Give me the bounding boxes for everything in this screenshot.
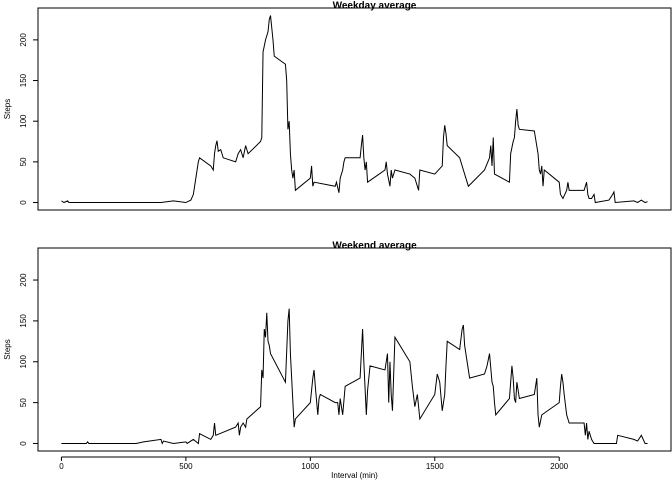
y-tick-label: 100: [19, 355, 28, 369]
y-axis-label: Steps: [3, 99, 12, 119]
plot-frame: [37, 247, 672, 452]
x-tick-label: 0: [59, 462, 64, 471]
y-tick-label: 150: [19, 73, 28, 87]
panel-title: Weekend average: [332, 241, 417, 252]
series-line: [61, 15, 648, 204]
y-tick-label: 150: [19, 314, 28, 328]
y-axis-label: Steps: [3, 339, 12, 359]
y-tick-label: 50: [19, 398, 28, 407]
y-tick-label: 0: [19, 441, 28, 446]
series-line: [61, 308, 648, 445]
x-tick-label: 2000: [550, 462, 568, 471]
y-tick-label: 50: [19, 157, 28, 166]
panel-title: Weekday average: [333, 1, 417, 12]
x-axis-label: Interval (min): [331, 471, 378, 480]
x-tick-label: 500: [179, 462, 193, 471]
y-tick-label: 200: [19, 33, 28, 47]
y-tick-label: 100: [19, 114, 28, 128]
x-tick-label: 1000: [301, 462, 319, 471]
plot-frame: [37, 7, 672, 211]
y-tick-label: 200: [19, 273, 28, 287]
y-tick-label: 0: [19, 200, 28, 205]
x-tick-label: 1500: [426, 462, 444, 471]
